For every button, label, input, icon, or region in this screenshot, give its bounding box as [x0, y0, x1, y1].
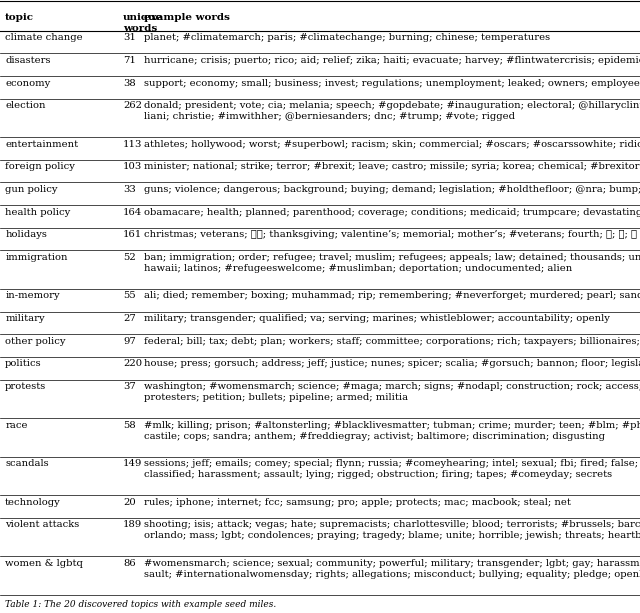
- Text: 113: 113: [123, 140, 142, 149]
- Text: planet; #climatemarch; paris; #climatechange; burning; chinese; temperatures: planet; #climatemarch; paris; #climatech…: [144, 33, 550, 42]
- Text: 164: 164: [123, 208, 142, 216]
- Text: washington; #womensmarch; science; #maga; march; signs; #nodapl; construction; r: washington; #womensmarch; science; #maga…: [144, 382, 640, 402]
- Text: 38: 38: [123, 78, 136, 88]
- Text: 52: 52: [123, 253, 136, 262]
- Text: #womensmarch; science; sexual; community; powerful; military; transgender; lgbt;: #womensmarch; science; sexual; community…: [144, 558, 640, 579]
- Text: christmas; veterans; 🇲🇽; thanksgiving; valentine’s; memorial; mother’s; #veteran: christmas; veterans; 🇲🇽; thanksgiving; v…: [144, 230, 637, 239]
- Text: scandals: scandals: [5, 459, 49, 468]
- Text: 149: 149: [123, 459, 142, 468]
- Text: ban; immigration; order; refugee; travel; muslim; refugees; appeals; law; detain: ban; immigration; order; refugee; travel…: [144, 253, 640, 273]
- Text: donald; president; vote; cia; melania; speech; #gopdebate; #inauguration; electo: donald; president; vote; cia; melania; s…: [144, 101, 640, 121]
- Text: holidays: holidays: [5, 230, 47, 239]
- Text: house; press; gorsuch; address; jeff; justice; nunes; spicer; scalia; #gorsuch; : house; press; gorsuch; address; jeff; ju…: [144, 359, 640, 368]
- Text: entertainment: entertainment: [5, 140, 78, 149]
- Text: 86: 86: [123, 558, 136, 568]
- Text: military: military: [5, 314, 45, 323]
- Text: foreign policy: foreign policy: [5, 162, 75, 171]
- Text: federal; bill; tax; debt; plan; workers; staff; committee; corporations; rich; t: federal; bill; tax; debt; plan; workers;…: [144, 337, 640, 346]
- Text: example words: example words: [144, 13, 230, 23]
- Text: Table 1: The 20 discovered topics with example seed miles.: Table 1: The 20 discovered topics with e…: [5, 600, 276, 609]
- Text: 37: 37: [123, 382, 136, 391]
- Text: topic: topic: [5, 13, 34, 23]
- Text: economy: economy: [5, 78, 51, 88]
- Text: #mlk; killing; prison; #altonsterling; #blacklivesmatter; tubman; crime; murder;: #mlk; killing; prison; #altonsterling; #…: [144, 421, 640, 441]
- Text: 161: 161: [123, 230, 142, 239]
- Text: 33: 33: [123, 185, 136, 194]
- Text: sessions; jeff; emails; comey; special; flynn; russia; #comeyhearing; intel; sex: sessions; jeff; emails; comey; special; …: [144, 459, 640, 479]
- Text: protests: protests: [5, 382, 46, 391]
- Text: 55: 55: [123, 291, 136, 300]
- Text: rules; iphone; internet; fcc; samsung; pro; apple; protects; mac; macbook; steal: rules; iphone; internet; fcc; samsung; p…: [144, 498, 571, 506]
- Text: other policy: other policy: [5, 337, 66, 346]
- Text: violent attacks: violent attacks: [5, 520, 79, 529]
- Text: disasters: disasters: [5, 56, 51, 65]
- Text: 31: 31: [123, 33, 136, 42]
- Text: military; transgender; qualified; va; serving; marines; whistleblower; accountab: military; transgender; qualified; va; se…: [144, 314, 610, 323]
- Text: health policy: health policy: [5, 208, 70, 216]
- Text: technology: technology: [5, 498, 61, 506]
- Text: 71: 71: [123, 56, 136, 65]
- Text: athletes; hollywood; worst; #superbowl; racism; skin; commercial; #oscars; #osca: athletes; hollywood; worst; #superbowl; …: [144, 140, 640, 149]
- Text: 97: 97: [123, 337, 136, 346]
- Text: election: election: [5, 101, 45, 110]
- Text: climate change: climate change: [5, 33, 83, 42]
- Text: support; economy; small; business; invest; regulations; unemployment; leaked; ow: support; economy; small; business; inves…: [144, 78, 640, 88]
- Text: race: race: [5, 421, 28, 430]
- Text: hurricane; crisis; puerto; rico; aid; relief; zika; haiti; evacuate; harvey; #fl: hurricane; crisis; puerto; rico; aid; re…: [144, 56, 640, 65]
- Text: 189: 189: [123, 520, 142, 529]
- Text: 20: 20: [123, 498, 136, 506]
- Text: 103: 103: [123, 162, 142, 171]
- Text: guns; violence; dangerous; background; buying; demand; legislation; #holdthefloo: guns; violence; dangerous; background; b…: [144, 185, 640, 194]
- Text: shooting; isis; attack; vegas; hate; supremacists; charlottesville; blood; terro: shooting; isis; attack; vegas; hate; sup…: [144, 520, 640, 540]
- Text: minister; national; strike; terror; #brexit; leave; castro; missile; syria; kore: minister; national; strike; terror; #bre…: [144, 162, 640, 171]
- Text: 220: 220: [123, 359, 142, 368]
- Text: 58: 58: [123, 421, 136, 430]
- Text: 262: 262: [123, 101, 142, 110]
- Text: unique
words: unique words: [123, 13, 163, 33]
- Text: gun policy: gun policy: [5, 185, 58, 194]
- Text: women & lgbtq: women & lgbtq: [5, 558, 83, 568]
- Text: obamacare; health; planned; parenthood; coverage; conditions; medicaid; trumpcar: obamacare; health; planned; parenthood; …: [144, 208, 640, 216]
- Text: 27: 27: [123, 314, 136, 323]
- Text: immigration: immigration: [5, 253, 68, 262]
- Text: ali; died; remember; boxing; muhammad; rip; remembering; #neverforget; murdered;: ali; died; remember; boxing; muhammad; r…: [144, 291, 640, 300]
- Text: in-memory: in-memory: [5, 291, 60, 300]
- Text: politics: politics: [5, 359, 42, 368]
